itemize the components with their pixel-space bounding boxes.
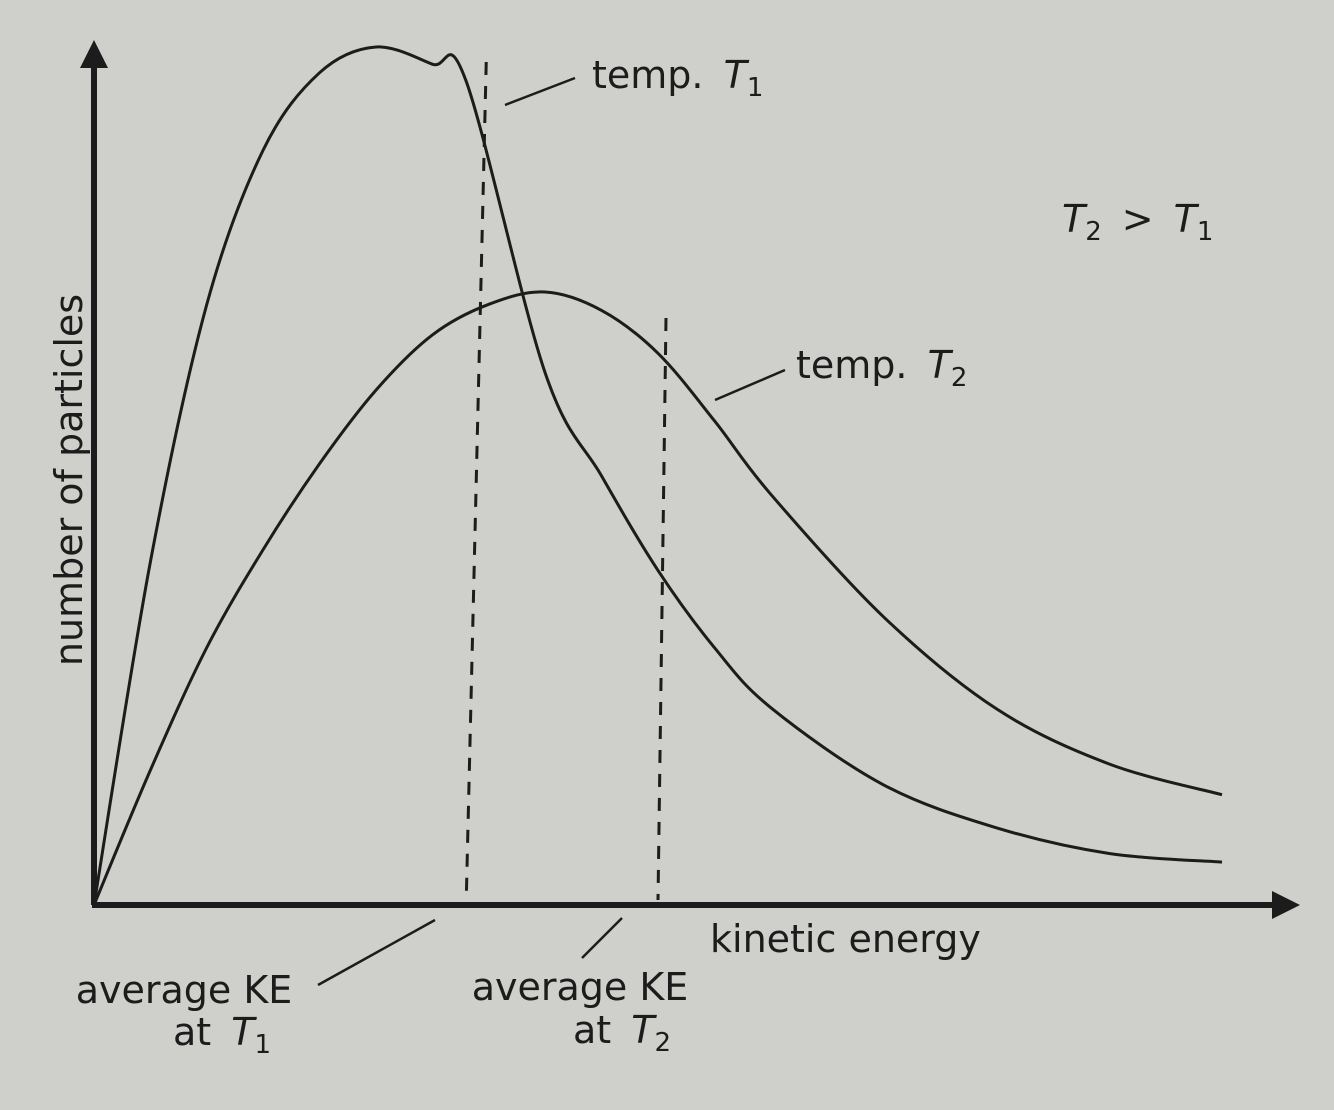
- series-line-t2: [92, 290, 1223, 906]
- y-axis-label: number of particles: [47, 294, 91, 666]
- mean-line-t2: [656, 317, 668, 901]
- y-axis-arrow: [80, 40, 108, 68]
- temperature-relation: T2 > T1: [1062, 197, 1213, 247]
- leader-line-avg-t1: [317, 918, 436, 987]
- avg-ke-t1-line2: at T1: [173, 1010, 271, 1060]
- series-label-t2: temp. T2: [796, 343, 967, 393]
- series-line-t1: [92, 45, 1223, 906]
- x-axis-arrow: [1272, 891, 1300, 919]
- series-label-t1: temp. T1: [592, 53, 763, 103]
- avg-ke-t2-line2: at T2: [573, 1008, 671, 1058]
- leader-line-t1: [504, 76, 576, 107]
- avg-ke-t1-line1: average KE: [76, 968, 293, 1012]
- avg-ke-t2-line1: average KE: [472, 965, 689, 1009]
- leader-line-avg-t2: [581, 917, 623, 959]
- leader-line-t2: [714, 368, 786, 402]
- mean-line-t1: [464, 61, 488, 901]
- x-axis-label: kinetic energy: [710, 917, 981, 961]
